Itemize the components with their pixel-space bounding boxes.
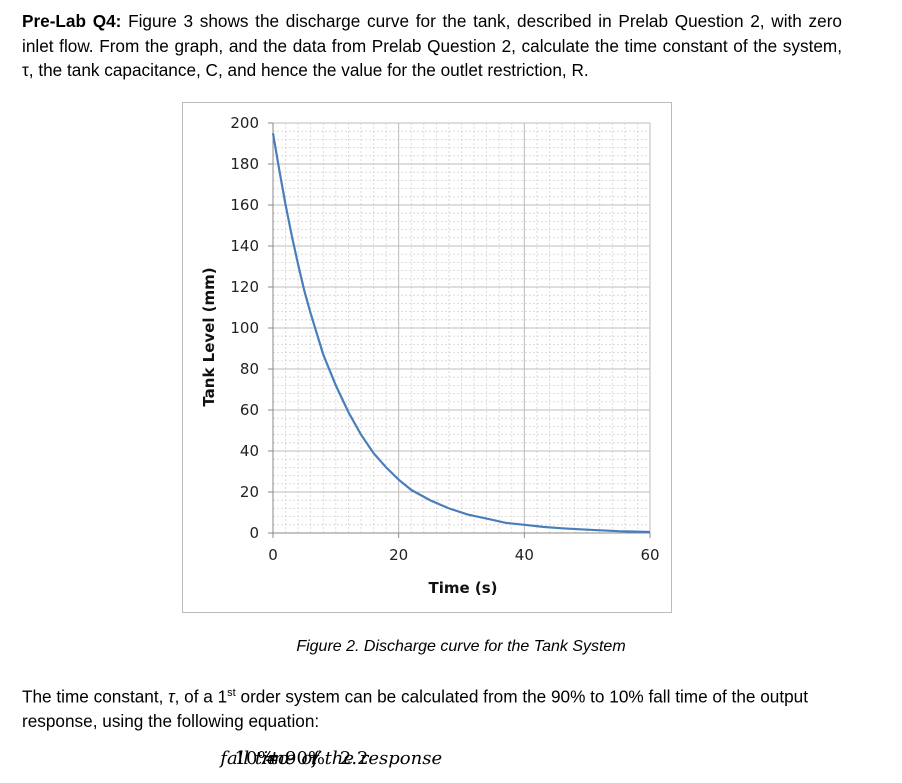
y-tick-label: 0: [249, 524, 259, 542]
equation-mid: 10%: [228, 748, 281, 769]
y-tick-label: 120: [230, 278, 259, 296]
y-tick-label: 140: [230, 237, 259, 255]
tau-text-after: order system can be calculated from the …: [22, 686, 808, 732]
x-tick-label: 0: [268, 546, 278, 564]
equation-equals: = 90%: [258, 748, 331, 769]
y-tick-label: 40: [240, 442, 259, 460]
y-axis-title: Tank Level (mm): [200, 267, 218, 406]
tau-symbol: τ: [168, 686, 175, 707]
y-tick-label: 80: [240, 360, 259, 378]
y-tick-label: 20: [240, 483, 259, 501]
equation-coefficient: 2.2: [339, 748, 369, 769]
x-tick-label: 60: [640, 546, 659, 564]
time-constant-paragraph: The time constant, τ, of a 1st order sys…: [22, 681, 842, 734]
x-axis-title: Time (s): [428, 579, 497, 597]
figure-caption-text: Figure 2. Discharge curve for the Tank S…: [296, 638, 626, 655]
y-tick-label: 100: [230, 319, 259, 337]
ordinal-superscript: st: [227, 687, 236, 699]
y-tick-label: 180: [230, 155, 259, 173]
equation-to: to: [270, 748, 289, 769]
chart-frame: 0 20 40 60 80 100 120 140 160 180 200 0 20 40 60 Time …: [182, 102, 672, 613]
x-tick-label: 40: [515, 546, 534, 564]
tau-text-middle: , of a 1: [174, 686, 228, 707]
tau-text-before: The time constant,: [22, 686, 169, 707]
question-label: Pre-Lab Q4:: [22, 11, 122, 31]
equation-tau: τ: [308, 748, 319, 769]
fall-time-equation: 2.2 τ = 90% to 10% fall time of the respo…: [0, 748, 902, 769]
question-paragraph: Pre-Lab Q4: Figure 3 shows the discharge…: [22, 9, 842, 83]
equation-rest: fall time of the response: [220, 748, 443, 769]
question-text: Figure 3 shows the discharge curve for t…: [22, 11, 842, 80]
discharge-chart: 0 20 40 60 80 100 120 140 160 180 200 0 20 40 60 Time …: [200, 114, 660, 597]
x-tick-label: 20: [389, 546, 408, 564]
y-tick-label: 200: [230, 114, 259, 132]
figure-caption: Figure 2. Discharge curve for the Tank S…: [0, 638, 902, 656]
discharge-curve-line: [271, 133, 651, 534]
y-tick-label: 160: [230, 196, 259, 214]
y-tick-label: 60: [240, 401, 259, 419]
